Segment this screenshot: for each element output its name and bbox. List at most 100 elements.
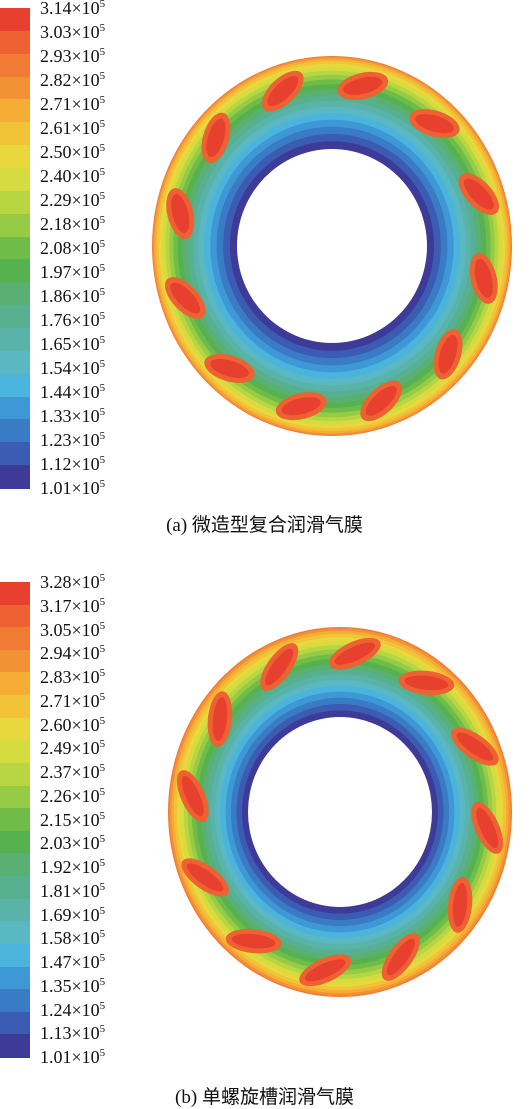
legend-swatch: [0, 465, 30, 489]
groove-peak: [365, 385, 397, 416]
legend-swatch: [0, 168, 30, 192]
groove-peak: [404, 675, 449, 691]
pressure-contour-plot: [168, 627, 512, 997]
legend-tick-label: 1.12×105: [40, 454, 106, 474]
legend-tick-label: 1.13×105: [40, 1023, 106, 1044]
legend-tick-label: 1.54×105: [40, 358, 106, 378]
legend-swatch: [0, 582, 30, 606]
legend-tick-label: 2.29×105: [40, 190, 106, 210]
groove-peak: [463, 178, 494, 210]
legend-swatch: [0, 717, 30, 741]
groove-peak: [231, 933, 276, 949]
groove-peak: [267, 76, 299, 107]
groove-peak: [343, 76, 383, 95]
legend-tick-label: 1.33×105: [40, 406, 106, 426]
legend-tick-label: 3.14×105: [40, 0, 106, 18]
legend-swatch: [0, 373, 30, 398]
legend-tick-label: 1.01×105: [40, 1047, 106, 1067]
legend-tick-label: 3.03×105: [40, 22, 106, 42]
legend-tick-label: 1.44×105: [40, 382, 106, 402]
legend-swatch: [0, 350, 30, 375]
panel-spiral-groove: 3.28×105 3.17×105 3.05×105 2.94×105 2.83×105…: [0, 572, 529, 1108]
legend-swatch: [0, 627, 30, 651]
high-pressure-zones: [164, 70, 500, 422]
legend-swatch: [0, 53, 30, 78]
legend-swatch: [0, 672, 30, 696]
color-legend-bar: [0, 582, 30, 1058]
legend-tick-label: 2.15×105: [40, 809, 106, 830]
color-legend-bar: [0, 8, 30, 489]
legend-swatch: [0, 853, 30, 877]
legend-tick-label: 1.23×105: [40, 430, 106, 450]
legend-tick-label: 1.65×105: [40, 334, 106, 354]
groove-peak: [452, 883, 468, 927]
legend-swatch: [0, 236, 30, 261]
legend-swatch: [0, 419, 30, 443]
legend-swatch: [0, 830, 30, 855]
figure-caption: (b) 单螺旋槽润滑气膜: [175, 1087, 354, 1108]
groove-peak: [474, 258, 493, 298]
legend-swatch: [0, 282, 30, 306]
legend-swatch: [0, 30, 30, 55]
legend-swatch: [0, 943, 30, 968]
legend-tick-label: 3.28×105: [40, 572, 106, 592]
groove-peak: [171, 194, 190, 234]
legend-tick-label: 2.71×105: [40, 690, 106, 711]
legend-swatch: [0, 328, 30, 352]
legend-tick-label: 1.69×105: [40, 904, 106, 925]
legend-swatch: [0, 966, 30, 990]
legend-tick-label: 2.49×105: [40, 738, 106, 759]
legend-swatch: [0, 190, 30, 215]
groove-peak: [206, 118, 226, 158]
legend-tick-label: 2.40×105: [40, 166, 106, 186]
groove-peak: [334, 642, 376, 665]
groove-peak: [181, 775, 204, 817]
legend-swatch: [0, 808, 30, 832]
groove-peak: [304, 959, 346, 982]
legend-swatch: [0, 305, 30, 329]
panel-micro-texture: 3.14×105 3.03×105 2.93×105 2.82×105 2.71×105…: [0, 0, 529, 545]
legend-swatch: [0, 649, 30, 674]
legend-swatch: [0, 122, 30, 146]
inner-bore: [237, 149, 427, 343]
legend-swatch: [0, 442, 30, 466]
figure-caption: (a) 微造型复合润滑气膜: [166, 515, 363, 536]
legend-swatch: [0, 145, 30, 169]
groove-peak: [186, 863, 224, 892]
legend-swatch: [0, 1011, 30, 1035]
legend-swatch: [0, 259, 30, 283]
legend-tick-label: 2.37×105: [40, 762, 106, 782]
pressure-contour-plot: [152, 56, 512, 436]
legend-swatch: [0, 785, 30, 809]
groove-peak: [281, 397, 321, 416]
legend-tick-label: 1.35×105: [40, 975, 106, 996]
legend-tick-label: 3.17×105: [40, 595, 106, 616]
legend-tick-label: 1.76×105: [40, 310, 106, 330]
legend-tick-label: 2.18×105: [40, 214, 106, 234]
legend-swatch: [0, 99, 30, 123]
legend-tick-label: 2.03×105: [40, 833, 106, 854]
legend-tick-label: 3.05×105: [40, 619, 106, 640]
groove-peak: [210, 358, 249, 378]
legend-tick-label: 2.26×105: [40, 785, 106, 806]
groove-peak: [438, 334, 458, 374]
legend-swatch: [0, 740, 30, 764]
legend-tick-label: 1.24×105: [40, 999, 106, 1020]
legend-tick-label: 1.47×105: [40, 952, 106, 972]
legend-tick-label: 1.92×105: [40, 857, 106, 877]
legend-swatch: [0, 604, 30, 628]
high-pressure-zones: [176, 637, 504, 987]
legend-swatch: [0, 76, 30, 101]
legend-swatch: [0, 213, 30, 238]
legend-tick-label: 1.01×105: [40, 478, 106, 498]
legend-tick-label: 2.61×105: [40, 118, 106, 138]
legend-tick-label: 1.58×105: [40, 928, 106, 949]
legend-tick-label: 2.83×105: [40, 667, 106, 687]
legend-swatch: [0, 898, 30, 922]
legend-tick-label: 2.60×105: [40, 714, 106, 735]
legend-tick-label: 1.86×105: [40, 286, 106, 306]
legend-swatch: [0, 8, 30, 32]
legend-tick-label: 2.71×105: [40, 94, 106, 114]
groove-peak: [170, 282, 201, 314]
legend-tick-label: 1.81×105: [40, 880, 106, 901]
